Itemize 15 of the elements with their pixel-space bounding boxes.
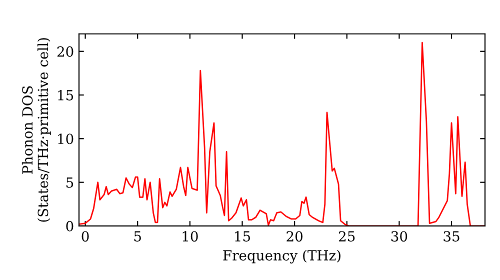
- x-tick-label: 5: [134, 231, 141, 242]
- x-axis-title: Frequency (THz): [223, 250, 340, 264]
- y-tick-label: 15: [58, 90, 74, 100]
- y-tick-label: 10: [58, 134, 74, 144]
- x-tick-label: 10: [182, 231, 198, 242]
- y-tick-label: 20: [57, 46, 74, 57]
- y-tick-label: 0: [66, 220, 74, 232]
- x-tick-label: 20: [286, 231, 302, 242]
- x-tick-label: 15: [235, 231, 250, 242]
- y-tick-label: 5: [66, 177, 74, 188]
- x-tick-label: 25: [338, 231, 355, 242]
- y-axis-title: Phonon DOS (States/THz·primitive cell): [22, 38, 51, 222]
- x-tick-label: 0: [82, 231, 89, 242]
- x-tick-label: 30: [391, 231, 408, 242]
- x-tick-label: 35: [444, 231, 460, 242]
